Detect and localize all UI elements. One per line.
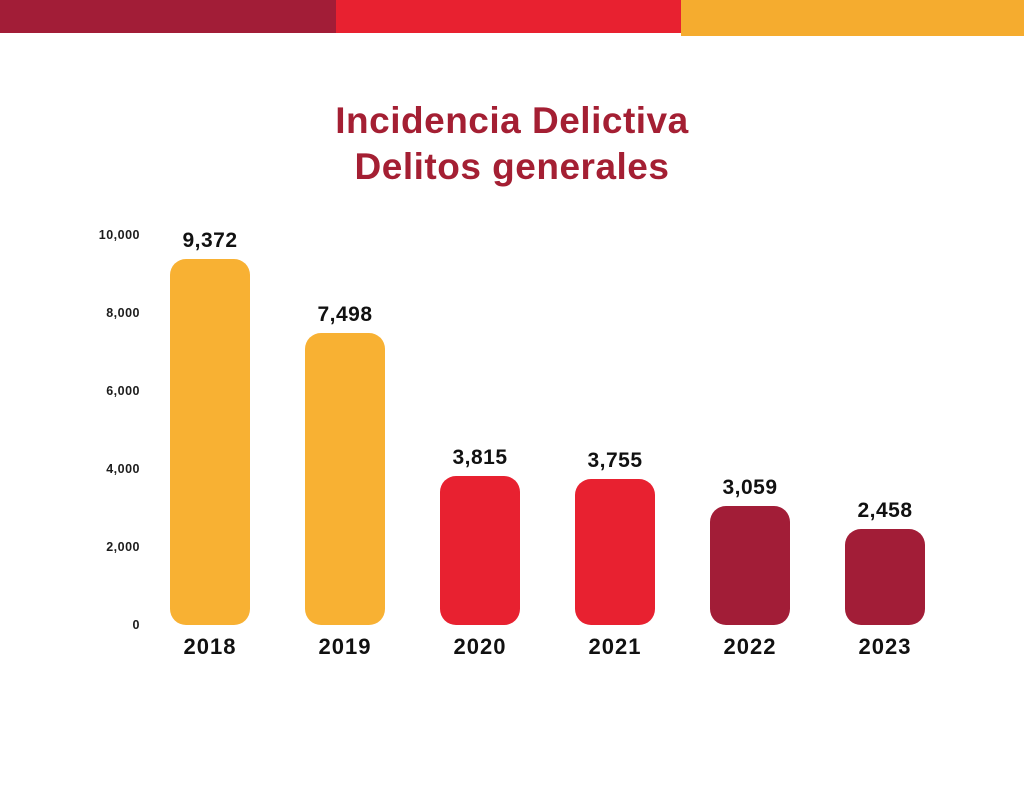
bar-value-label: 9,372	[182, 229, 238, 253]
chart-title: Incidencia Delictiva Delitos generales	[0, 98, 1024, 190]
y-axis-tick-label: 6,000	[106, 384, 140, 398]
top-color-banner	[0, 0, 1024, 40]
banner-segment-red	[336, 0, 681, 33]
y-axis-tick-label: 2,000	[106, 540, 140, 554]
x-axis-label: 2023	[858, 634, 912, 659]
chart-title-line1: Incidencia Delictiva	[335, 100, 689, 141]
bar-value-label: 3,755	[587, 448, 643, 472]
bar-2021	[575, 478, 655, 625]
bar-2023	[845, 529, 925, 625]
x-axis-label: 2022	[723, 634, 777, 659]
y-axis-tick-label: 4,000	[106, 462, 140, 476]
x-axis-label: 2021	[588, 634, 642, 659]
bar-value-label: 3,059	[722, 475, 778, 499]
x-axis-label: 2019	[318, 634, 372, 659]
bar-2019	[305, 332, 385, 625]
bar-value-label: 7,498	[317, 302, 373, 326]
y-axis-tick-label: 0	[132, 618, 140, 632]
y-axis-tick-label: 8,000	[106, 306, 140, 320]
banner-segment-yellow	[681, 0, 1024, 36]
bar-2018	[170, 259, 250, 625]
bar-value-label: 2,458	[857, 499, 913, 523]
bar-2020	[440, 476, 520, 625]
x-axis-label: 2020	[453, 634, 507, 659]
banner-segment-maroon	[0, 0, 336, 33]
y-axis-tick-label: 10,000	[98, 228, 140, 242]
chart-title-line2: Delitos generales	[354, 146, 670, 187]
bar-2022	[710, 505, 790, 625]
x-axis-label: 2018	[183, 634, 237, 659]
bar-value-label: 3,815	[452, 446, 508, 470]
